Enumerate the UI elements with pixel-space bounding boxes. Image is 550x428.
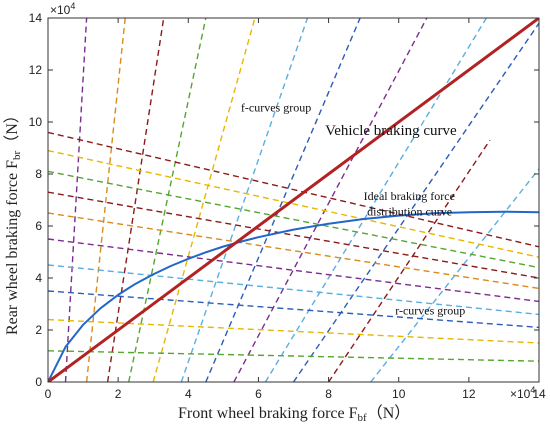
y-tick-label: 4 xyxy=(35,271,42,285)
x-axis-scale-base: ×10 xyxy=(510,387,531,401)
y-axis-title-unit: （N） xyxy=(3,107,21,151)
tick-layer: 0 2 4 6 8 10 12 14 0 2 4 6 8 10 12 14 xyxy=(29,11,546,401)
y-tick-label: 0 xyxy=(35,375,42,389)
r-curve-line xyxy=(48,318,539,344)
f-curve-line xyxy=(328,139,491,382)
chart-annotation: f-curves group xyxy=(241,101,311,115)
y-tick-label: 8 xyxy=(35,167,42,181)
f-curve-line xyxy=(128,18,207,382)
plot-frame xyxy=(47,17,540,383)
f-curve-line xyxy=(292,22,539,382)
chart-annotation: distribution curve xyxy=(367,205,452,219)
chart-annotation: r-curves group xyxy=(395,303,465,317)
chart-annotation: Ideal braking force xyxy=(364,189,455,203)
annotation-layer: f-curves group Vehicle braking curve Ideal… xyxy=(241,101,465,318)
f-curve-line xyxy=(180,18,309,382)
y-tick-label: 14 xyxy=(29,11,43,25)
x-axis-title: Front wheel braking force Fbf（N） xyxy=(178,404,410,424)
y-axis-title-subscript: br xyxy=(11,150,23,160)
x-axis-scale-factor: ×104 xyxy=(510,385,535,401)
x-tick-label: 14 xyxy=(532,387,546,401)
x-tick-label: 6 xyxy=(255,387,262,401)
y-tick-label: 12 xyxy=(29,63,43,77)
f-curve-line xyxy=(264,18,487,382)
f-curve-line xyxy=(205,18,361,382)
f-curve-line xyxy=(152,18,256,382)
y-tick-label: 10 xyxy=(29,115,43,129)
x-tick-label: 0 xyxy=(45,387,52,401)
r-curve-line xyxy=(48,131,539,248)
x-axis-title-unit: （N） xyxy=(367,404,411,422)
chart-annotation: Vehicle braking curve xyxy=(325,123,457,139)
y-tick-label: 6 xyxy=(35,219,42,233)
y-tick-label: 2 xyxy=(35,323,42,337)
y-axis-scale-base: ×10 xyxy=(50,3,71,17)
r-curve-line xyxy=(48,170,539,269)
r-curve-line xyxy=(48,290,539,329)
f-curve-line xyxy=(233,18,428,382)
f-curve-line xyxy=(106,18,165,382)
x-tick-label: 4 xyxy=(185,387,192,401)
x-tick-label: 10 xyxy=(392,387,406,401)
x-tick-label: 12 xyxy=(462,387,476,401)
x-tick-label: 8 xyxy=(325,387,332,401)
x-axis-title-main: Front wheel braking force F xyxy=(178,405,358,422)
r-curve-line xyxy=(48,191,539,279)
y-axis-scale-exponent: 4 xyxy=(70,1,75,11)
series-layer xyxy=(48,18,539,382)
y-axis-title-main: Rear wheel braking force F xyxy=(4,160,21,335)
y-axis-scale-factor: ×104 xyxy=(50,1,75,17)
x-tick-label: 2 xyxy=(115,387,122,401)
x-axis-title-subscript: bf xyxy=(358,412,368,424)
x-axis-scale-exponent: 4 xyxy=(530,385,535,395)
ideal-braking-force-curve-line xyxy=(48,210,539,382)
r-curve-line xyxy=(48,149,539,258)
r-curve-line xyxy=(48,264,539,316)
r-curve-line xyxy=(48,212,539,290)
r-curve-line xyxy=(48,350,539,362)
y-axis-title: Rear wheel braking force Fbr（N） xyxy=(3,107,23,335)
f-curve-line xyxy=(64,18,88,382)
vehicle-braking-curve-line xyxy=(48,18,539,382)
r-curve-line xyxy=(48,238,539,303)
